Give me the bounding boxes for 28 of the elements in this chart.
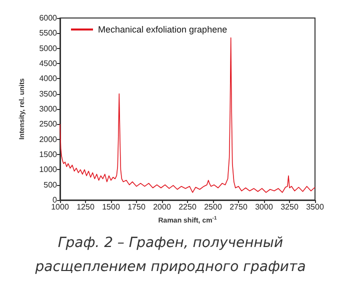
y-tick-label: 2500: [39, 120, 58, 129]
y-tick-label: 6000: [39, 14, 58, 22]
x-tick-label: 3500: [306, 202, 324, 212]
y-tick-label: 500: [44, 180, 58, 190]
x-tick-label: 1250: [76, 202, 95, 212]
x-tick-label: 2250: [178, 202, 197, 212]
y-tick-label: 0: [52, 196, 58, 204]
x-tick-label: 2000: [153, 202, 172, 212]
x-tick-label: 3000: [255, 202, 274, 212]
x-tick-label: 2750: [230, 202, 248, 212]
y-tick-label: 5500: [39, 28, 58, 38]
y-tick-label: 5000: [39, 44, 58, 53]
y-tick-label: 1500: [39, 150, 58, 159]
text: расщеплением природного графита: [34, 259, 306, 275]
x-tick-label: 1750: [128, 202, 146, 212]
y-tick-label: 1000: [39, 165, 58, 174]
text: Граф. 2 – Графен, полученный: [58, 235, 284, 251]
x-tick-label: 1500: [102, 202, 120, 212]
x-tick-label: 2500: [204, 202, 222, 212]
x-tick-label: 3250: [280, 202, 299, 212]
y-tick-label: 4500: [39, 59, 58, 68]
line-series: [60, 37, 316, 193]
y-tick-label: 4000: [39, 74, 58, 84]
x-tick-label: 1000: [51, 202, 70, 212]
y-tick-label: 3500: [39, 89, 58, 98]
legend-label: Mechanical exfoliation graphene: [98, 24, 228, 34]
y-tick-label: 3000: [39, 104, 58, 114]
y-tick-label: 2000: [39, 134, 58, 144]
